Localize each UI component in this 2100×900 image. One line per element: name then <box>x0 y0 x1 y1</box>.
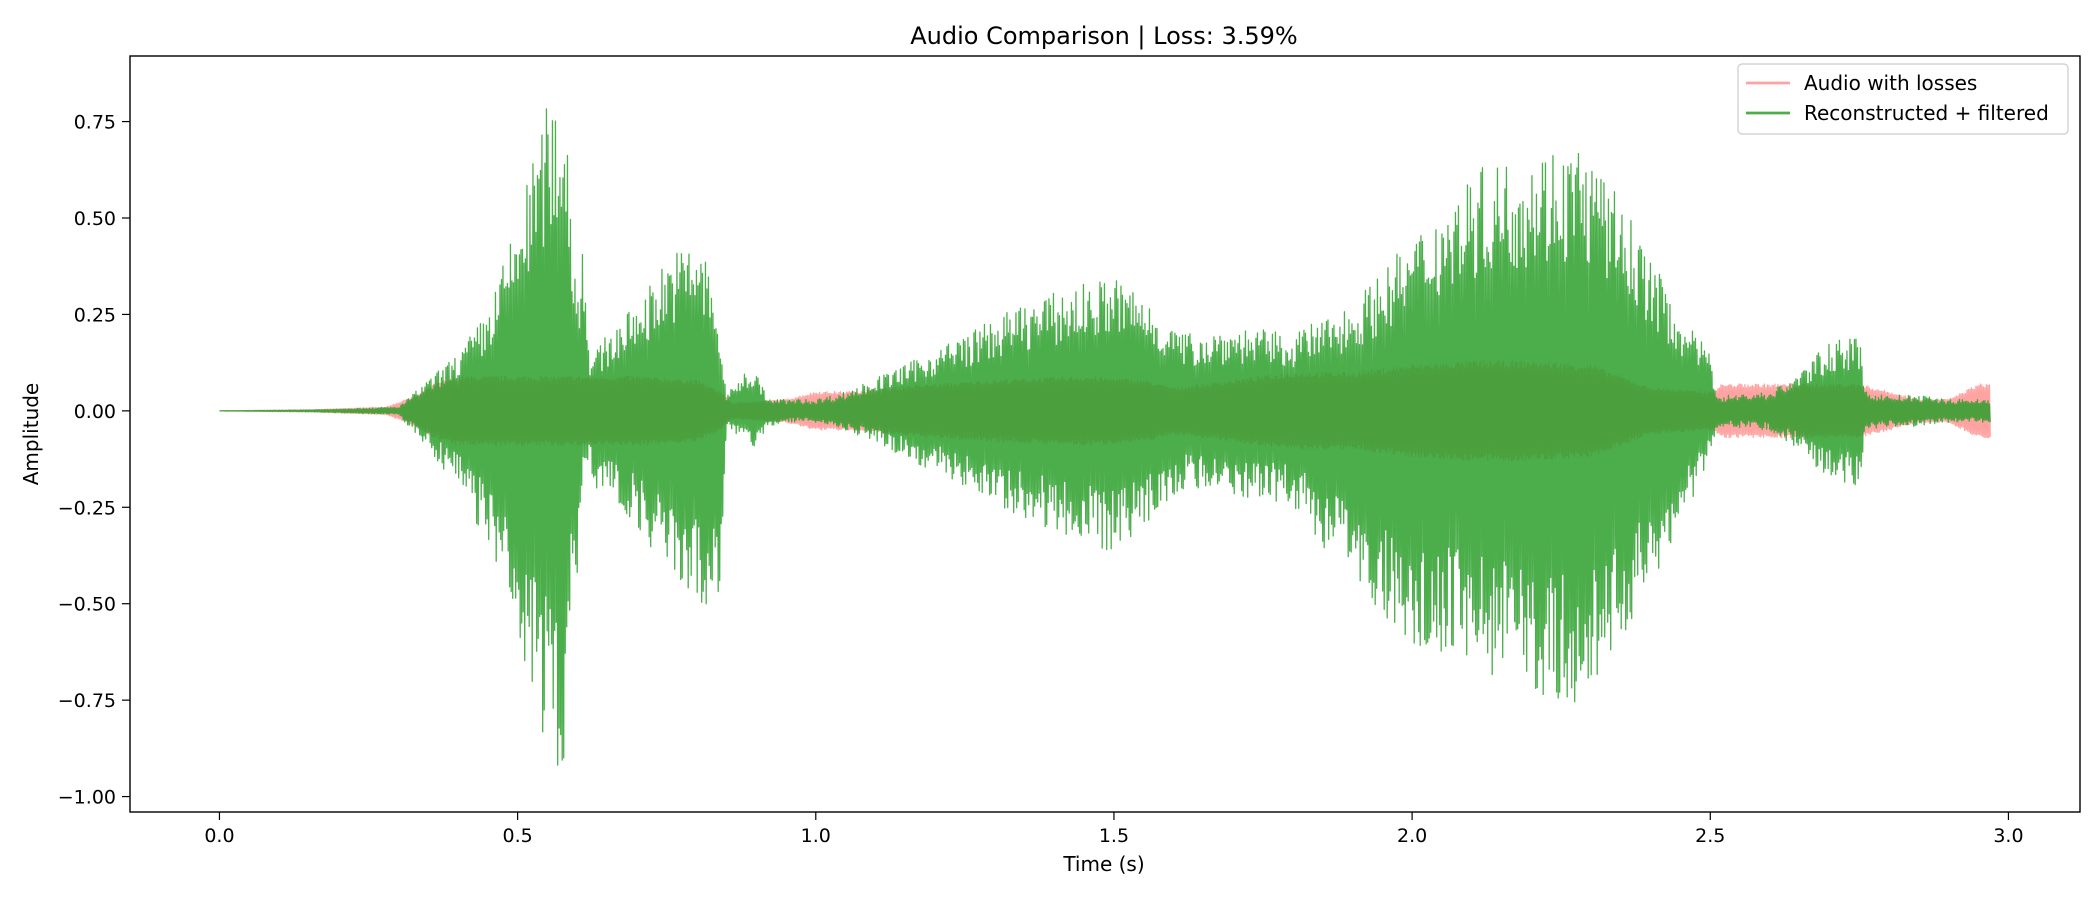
series-layer <box>219 108 1991 766</box>
y-tick-label: −0.25 <box>58 497 116 519</box>
series-line-reconstructed-filtered <box>219 108 1991 766</box>
y-tick-label: 0.75 <box>74 112 116 134</box>
x-tick-label: 2.5 <box>1695 825 1725 847</box>
x-axis-label: Time (s) <box>1062 852 1144 876</box>
axes-frame <box>129 55 2081 813</box>
y-tick-label: −1.00 <box>58 787 116 809</box>
y-tick-label: −0.50 <box>58 594 116 616</box>
legend-label-audio-with-losses: Audio with losses <box>1804 71 1977 95</box>
y-tick-label: 0.25 <box>74 304 116 326</box>
y-axis-ticks: 0.75 0.50 0.25 0.00 −0.25 −0.50 −0.75 −1.00 <box>58 112 130 809</box>
chart-title: Audio Comparison | Loss: 3.59% <box>910 22 1297 50</box>
x-tick-label: 2.0 <box>1397 825 1427 847</box>
x-tick-label: 0.0 <box>204 825 234 847</box>
y-tick-label: −0.75 <box>58 690 116 712</box>
y-tick-label: 0.00 <box>74 401 116 423</box>
x-axis-ticks: 0.0 0.5 1.0 1.5 2.0 2.5 3.0 <box>204 812 2024 847</box>
plot-area <box>129 55 2081 813</box>
y-axis-label: Amplitude <box>19 383 43 486</box>
x-tick-label: 0.5 <box>503 825 533 847</box>
y-tick-label: 0.50 <box>74 208 116 230</box>
x-tick-label: 1.5 <box>1099 825 1129 847</box>
legend-label-reconstructed-filtered: Reconstructed + filtered <box>1804 101 2049 125</box>
legend-box <box>1737 63 2069 135</box>
legend: Audio with losses Reconstructed + filter… <box>1737 63 2069 135</box>
x-tick-label: 3.0 <box>1993 825 2023 847</box>
x-tick-label: 1.0 <box>801 825 831 847</box>
